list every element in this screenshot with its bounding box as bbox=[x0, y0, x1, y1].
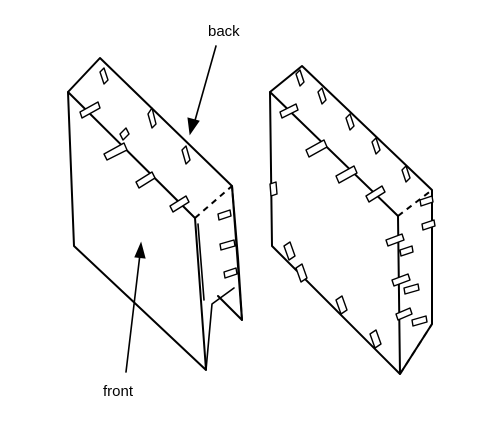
spine-inner-edge bbox=[205, 287, 235, 371]
closed-right-stitches bbox=[385, 195, 436, 327]
back-arrow bbox=[187, 45, 217, 136]
spine-stitches bbox=[217, 209, 238, 279]
front-label: front bbox=[103, 383, 134, 400]
closed-front-edge bbox=[269, 91, 401, 375]
closed-top-stitches bbox=[279, 69, 411, 203]
open-book-figure bbox=[67, 45, 243, 373]
front-arrow bbox=[125, 241, 146, 373]
back-label: back bbox=[208, 23, 240, 40]
top-stitches bbox=[79, 67, 191, 213]
back-panel bbox=[67, 57, 243, 321]
spine-edge bbox=[231, 185, 243, 321]
closed-bottom-dashed bbox=[399, 323, 433, 375]
spine-top-dashed bbox=[194, 185, 233, 219]
closed-top-dashed bbox=[397, 189, 433, 217]
spine-fold-line bbox=[197, 223, 205, 301]
closed-book-figure bbox=[269, 65, 436, 375]
closed-left-stitches bbox=[269, 181, 382, 349]
front-panel bbox=[67, 91, 207, 371]
